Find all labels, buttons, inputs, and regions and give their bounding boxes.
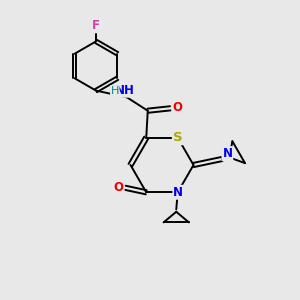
Text: S: S	[173, 131, 183, 144]
Text: O: O	[114, 181, 124, 194]
Text: N: N	[222, 147, 233, 160]
Text: F: F	[92, 19, 100, 32]
Text: H: H	[111, 85, 119, 96]
Text: O: O	[173, 101, 183, 114]
Text: NH: NH	[115, 84, 135, 97]
Text: N: N	[173, 186, 183, 199]
